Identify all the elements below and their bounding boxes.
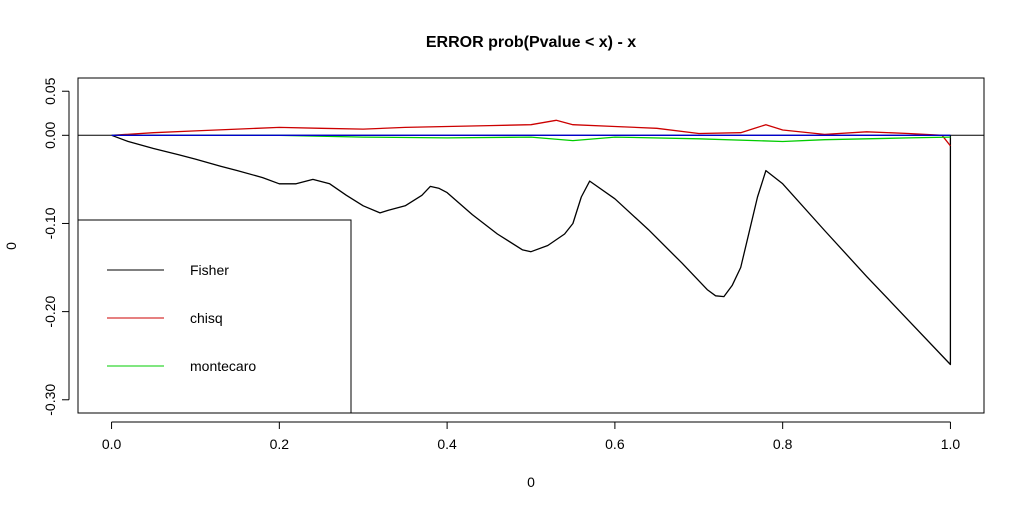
x-axis-label: 0 (527, 474, 535, 490)
y-tick-label: -0.10 (42, 207, 58, 239)
chart-title: ERROR prob(Pvalue < x) - x (426, 34, 636, 51)
legend-label-fisher: Fisher (190, 262, 229, 278)
x-axis: 0.0 0.2 0.4 0.6 0.8 1.0 (102, 421, 961, 452)
x-tick-label: 1.0 (941, 436, 961, 452)
y-tick-label: -0.20 (42, 295, 58, 327)
y-tick-label: -0.30 (42, 384, 58, 416)
y-axis-label: 0 (3, 242, 19, 250)
legend-label-montecaro: montecaro (190, 358, 256, 374)
y-axis: -0.30 -0.20 -0.10 0.00 0.05 (42, 77, 70, 416)
x-tick-label: 0.2 (270, 436, 290, 452)
y-tick-label: 0.05 (42, 77, 58, 104)
y-tick-label: 0.00 (42, 121, 58, 148)
series-line-montecaro (111, 134, 951, 143)
x-tick-label: 0.8 (773, 436, 793, 452)
legend: Fisher chisq montecaro (77, 219, 352, 414)
legend-box (77, 219, 352, 414)
series-layer (111, 119, 952, 366)
series-line-fisher (111, 134, 952, 366)
x-tick-label: 0.6 (605, 436, 625, 452)
series-line-chisq (111, 119, 951, 147)
x-tick-label: 0.0 (102, 436, 122, 452)
legend-label-chisq: chisq (190, 310, 223, 326)
x-tick-label: 0.4 (437, 436, 457, 452)
